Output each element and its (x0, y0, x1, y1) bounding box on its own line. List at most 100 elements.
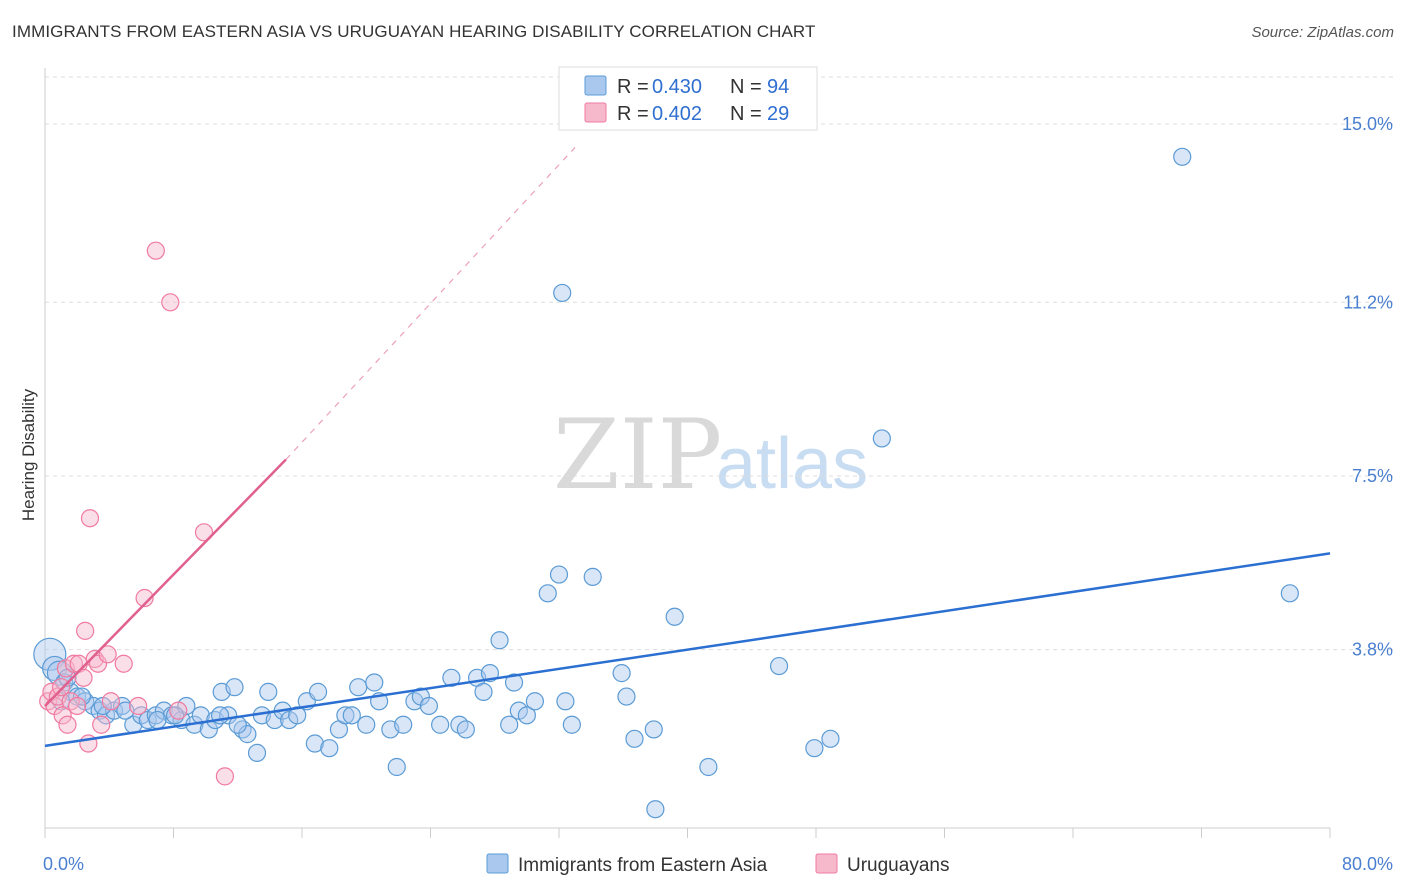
data-point (238, 725, 257, 744)
data-point (308, 682, 328, 701)
data-point (769, 656, 789, 676)
data-point (646, 800, 665, 819)
data-point (135, 588, 154, 608)
trend-line-uruguayans-extension (285, 146, 576, 460)
data-point (342, 706, 361, 725)
data-point (442, 668, 461, 687)
data-point (146, 241, 165, 260)
data-point (349, 678, 368, 697)
data-point (699, 757, 718, 777)
legend-r-value-blue: 0.430 (652, 76, 702, 98)
data-point (517, 706, 536, 725)
legend-n-label-blue: N = (730, 76, 762, 98)
data-point (562, 715, 581, 734)
data-point (525, 692, 545, 711)
watermark: ZIP atlas (553, 399, 868, 511)
trend-line-uruguayans (44, 458, 287, 707)
data-point (98, 645, 117, 664)
data-point (72, 687, 92, 706)
y-tick-label: 15.0% (1342, 114, 1393, 134)
x-tick-label-min: 0.0% (43, 854, 84, 874)
data-point (387, 757, 406, 777)
trend-line-immigrants (44, 552, 1331, 748)
data-point (191, 706, 210, 725)
watermark-zip: ZIP (553, 399, 722, 511)
data-point (259, 682, 278, 701)
data-point (431, 715, 450, 734)
data-point (58, 715, 77, 734)
legend-r-label-pink: R = (617, 103, 649, 125)
data-point (583, 567, 602, 586)
y-tick-label: 3.8% (1352, 640, 1393, 660)
legend-r-value-pink: 0.402 (652, 103, 702, 125)
data-point (88, 654, 108, 673)
data-point (320, 739, 339, 758)
series-immigrants-points (33, 147, 1299, 819)
bottom-legend-swatch-blue (486, 853, 509, 874)
data-point (225, 678, 244, 697)
legend-n-value-blue: 94 (767, 76, 789, 98)
data-point (365, 673, 384, 692)
data-point (336, 706, 355, 725)
data-point (500, 715, 519, 734)
data-point (1173, 147, 1192, 166)
y-tick-label: 11.2% (1343, 292, 1393, 312)
data-point (805, 739, 824, 758)
data-point (92, 715, 111, 734)
data-point (68, 696, 87, 716)
data-point (556, 692, 575, 711)
data-point (53, 706, 72, 725)
data-point (114, 654, 133, 673)
data-point (625, 729, 644, 748)
x-ticks (44, 828, 1331, 838)
gridlines (45, 76, 1393, 651)
bottom-legend-label-pink: Uruguayans (847, 855, 949, 876)
data-point (215, 767, 234, 786)
data-point (474, 682, 493, 701)
legend-r-label-blue: R = (617, 76, 649, 98)
legend-swatch-blue (584, 75, 607, 96)
data-point (194, 523, 214, 542)
data-point (169, 701, 188, 720)
data-point (456, 720, 475, 739)
trend-lines (44, 146, 1331, 748)
data-point (101, 692, 120, 711)
data-point (394, 715, 413, 734)
y-axis-label: Hearing Disability (19, 388, 38, 521)
bottom-legend-label-blue: Immigrants from Eastern Asia (518, 855, 768, 876)
data-point (305, 734, 324, 753)
data-point (357, 715, 376, 734)
data-point (74, 668, 93, 687)
data-point (821, 729, 840, 748)
data-point (538, 584, 557, 603)
y-tick-label: 7.5% (1352, 466, 1393, 486)
data-point (129, 696, 148, 716)
data-point (665, 607, 684, 626)
series-uruguayans-points (39, 241, 234, 786)
data-point (644, 720, 663, 739)
data-point (612, 664, 631, 683)
legend-swatch-pink (584, 102, 607, 123)
data-point (872, 429, 891, 448)
data-point (549, 565, 569, 584)
data-point (148, 710, 167, 730)
data-point (80, 509, 100, 528)
chart-title: IMMIGRANTS FROM EASTERN ASIA VS URUGUAYA… (12, 22, 816, 41)
data-point (247, 743, 267, 763)
data-point (161, 293, 180, 312)
data-point (1280, 584, 1299, 603)
legend-n-value-pink: 29 (767, 103, 789, 125)
series-legend: Immigrants from Eastern Asia Uruguayans (486, 853, 949, 876)
correlation-legend: R = 0.430 N = 94 R = 0.402 N = 29 (558, 66, 818, 131)
x-tick-label-max: 80.0% (1342, 854, 1393, 874)
data-point (617, 687, 636, 706)
data-point (490, 631, 509, 650)
legend-n-label-pink: N = (730, 103, 762, 125)
data-point (33, 637, 67, 671)
bottom-legend-swatch-pink (815, 853, 838, 874)
data-point (76, 621, 95, 640)
data-point (553, 283, 572, 303)
data-point (64, 654, 84, 673)
data-point (51, 678, 71, 697)
